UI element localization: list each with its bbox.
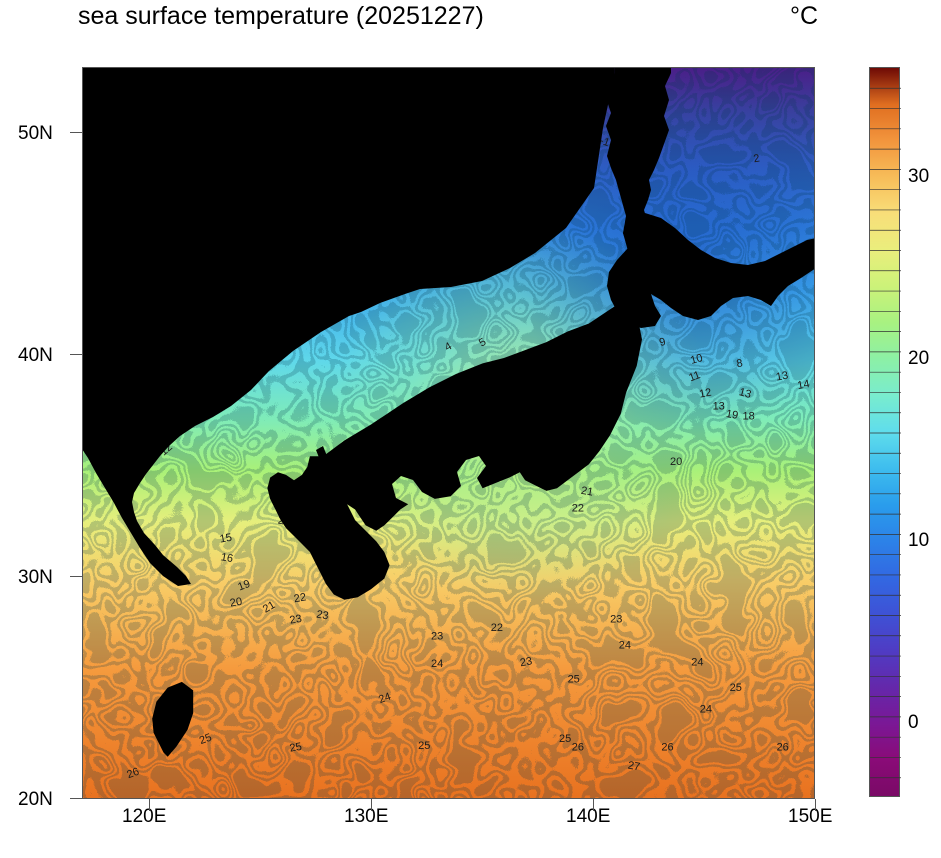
svg-text:25: 25 (418, 740, 430, 752)
svg-text:25: 25 (730, 682, 742, 694)
svg-text:23: 23 (315, 608, 329, 622)
svg-text:26: 26 (777, 742, 789, 754)
svg-text:16: 16 (220, 551, 234, 565)
svg-text:25: 25 (559, 733, 571, 745)
svg-text:26: 26 (572, 742, 584, 754)
svg-text:21: 21 (580, 485, 594, 499)
svg-text:19: 19 (725, 408, 739, 422)
svg-text:23: 23 (610, 614, 622, 626)
svg-text:22: 22 (572, 503, 584, 515)
svg-text:24: 24 (431, 658, 443, 670)
svg-text:24: 24 (700, 703, 712, 715)
svg-text:20: 20 (229, 596, 243, 610)
svg-text:18: 18 (742, 411, 754, 423)
svg-text:26: 26 (661, 742, 673, 754)
svg-text:12: 12 (698, 387, 712, 401)
svg-text:23: 23 (289, 613, 303, 627)
svg-text:25: 25 (289, 741, 303, 755)
svg-text:14: 14 (797, 378, 811, 392)
svg-text:24: 24 (691, 656, 703, 668)
svg-text:25: 25 (568, 673, 580, 685)
svg-text:13: 13 (775, 370, 789, 384)
svg-text:24: 24 (619, 639, 631, 651)
svg-text:22: 22 (293, 591, 307, 605)
svg-text:27: 27 (627, 759, 641, 773)
svg-text:23: 23 (431, 631, 443, 643)
svg-text:15: 15 (219, 532, 233, 546)
svg-text:23: 23 (519, 655, 533, 669)
svg-text:13: 13 (713, 400, 725, 412)
svg-text:22: 22 (491, 622, 503, 634)
svg-text:20: 20 (670, 456, 682, 468)
